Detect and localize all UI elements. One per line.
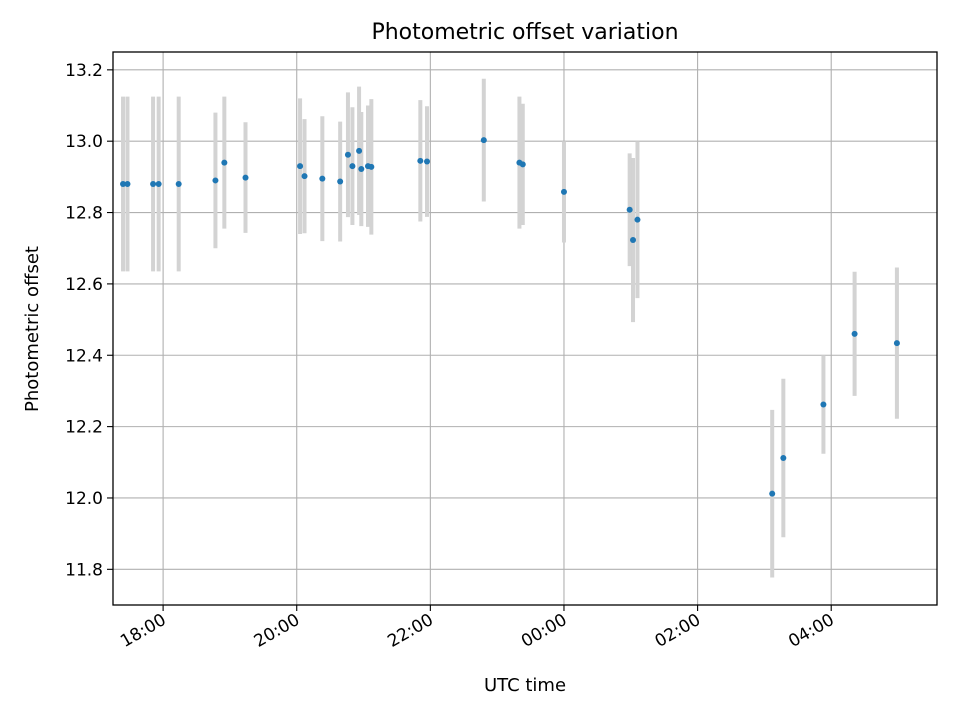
y-tick-label: 12.2: [65, 418, 103, 438]
x-tick-label: 02:00: [652, 610, 704, 652]
data-point: [297, 163, 304, 170]
x-axis-label: UTC time: [484, 675, 566, 696]
y-axis-ticks: 11.8 12.0 12.2 12.4 12.6 12.8 13.0 13.2: [65, 61, 113, 580]
data-point: [155, 181, 162, 188]
y-tick-label: 12.0: [65, 489, 103, 509]
data-point: [358, 166, 365, 173]
data-point: [242, 174, 249, 181]
data-point: [893, 340, 900, 347]
x-tick-label: 00:00: [518, 610, 570, 652]
data-point: [769, 490, 776, 497]
data-point: [626, 206, 633, 213]
data-point: [356, 147, 363, 154]
x-tick-label: 22:00: [384, 610, 436, 652]
data-point: [630, 237, 637, 244]
x-axis-ticks: 18:00 20:00 22:00 00:00 02:00 04:00: [117, 605, 838, 652]
data-point: [337, 178, 344, 185]
x-tick-label: 04:00: [785, 610, 837, 652]
data-points: [120, 137, 900, 497]
plot-frame: [112, 51, 938, 606]
data-point: [319, 175, 326, 182]
y-tick-label: 13.2: [65, 61, 103, 81]
data-point: [480, 137, 487, 144]
data-point: [301, 173, 308, 180]
data-point: [349, 163, 356, 170]
data-point: [780, 455, 787, 462]
data-point: [820, 401, 827, 408]
y-tick-label: 12.8: [65, 204, 103, 224]
x-tick-label: 18:00: [117, 610, 169, 652]
data-point: [851, 330, 858, 337]
x-tick-label: 20:00: [251, 610, 303, 652]
y-tick-label: 11.8: [65, 560, 103, 580]
y-tick-label: 12.4: [65, 346, 103, 366]
data-point: [212, 177, 219, 184]
y-tick-label: 13.0: [65, 132, 103, 152]
data-point: [120, 181, 127, 188]
y-axis-label: Photometric offset: [22, 246, 43, 412]
data-point: [368, 163, 375, 170]
data-point: [175, 181, 182, 188]
data-point: [634, 216, 641, 223]
data-point: [519, 161, 526, 168]
y-tick-label: 12.6: [65, 275, 103, 295]
grid: [113, 52, 937, 605]
data-point: [150, 181, 157, 188]
chart-title: Photometric offset variation: [371, 20, 678, 45]
data-point: [124, 181, 131, 188]
data-point: [424, 158, 431, 165]
data-point: [221, 159, 228, 166]
error-bars: [121, 78, 899, 578]
data-point: [560, 188, 567, 195]
data-point: [344, 151, 351, 158]
data-point: [417, 157, 424, 164]
